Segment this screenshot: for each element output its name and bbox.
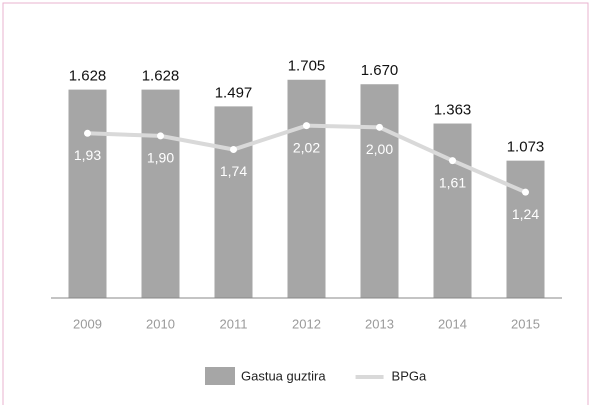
x-tick-label: 2013 bbox=[365, 316, 394, 331]
line-point bbox=[230, 146, 237, 154]
x-tick-label: 2015 bbox=[511, 316, 540, 331]
x-tick-label: 2011 bbox=[220, 316, 248, 331]
x-tick-label: 2014 bbox=[438, 316, 467, 331]
bar-value-label: 1.363 bbox=[434, 102, 472, 119]
line-point bbox=[449, 157, 456, 165]
x-tick-label: 2010 bbox=[146, 316, 175, 331]
line-value-label: 1,90 bbox=[147, 150, 174, 166]
bar bbox=[506, 160, 545, 298]
bar-value-label: 1.628 bbox=[142, 68, 180, 85]
legend-label: BPGa bbox=[392, 368, 427, 383]
line-value-label: 1,93 bbox=[74, 147, 101, 163]
bar bbox=[360, 84, 399, 299]
bar-value-label: 1.497 bbox=[215, 84, 253, 101]
bar bbox=[68, 89, 107, 298]
bar bbox=[287, 79, 326, 298]
line-point bbox=[84, 129, 91, 137]
line-value-label: 1,74 bbox=[220, 163, 247, 179]
line-point bbox=[303, 122, 310, 130]
line-point bbox=[522, 188, 529, 196]
line-value-label: 2,02 bbox=[293, 139, 320, 155]
line-value-label: 1,24 bbox=[512, 206, 539, 222]
legend-label: Gastua guztira bbox=[241, 368, 326, 383]
bar bbox=[433, 123, 472, 298]
bar-value-label: 1.628 bbox=[69, 68, 107, 85]
bar bbox=[141, 89, 180, 298]
x-tick-label: 2009 bbox=[73, 316, 102, 331]
line-point bbox=[376, 123, 383, 131]
bar-value-label: 1.073 bbox=[507, 139, 545, 156]
line-value-label: 1,61 bbox=[439, 174, 466, 190]
bar-value-label: 1.705 bbox=[288, 58, 326, 75]
bar bbox=[214, 106, 253, 298]
line-point bbox=[157, 132, 164, 140]
x-tick-label: 2012 bbox=[292, 316, 321, 331]
legend-swatch bbox=[205, 367, 235, 385]
line-value-label: 2,00 bbox=[366, 141, 393, 157]
bar-value-label: 1.670 bbox=[361, 62, 399, 79]
